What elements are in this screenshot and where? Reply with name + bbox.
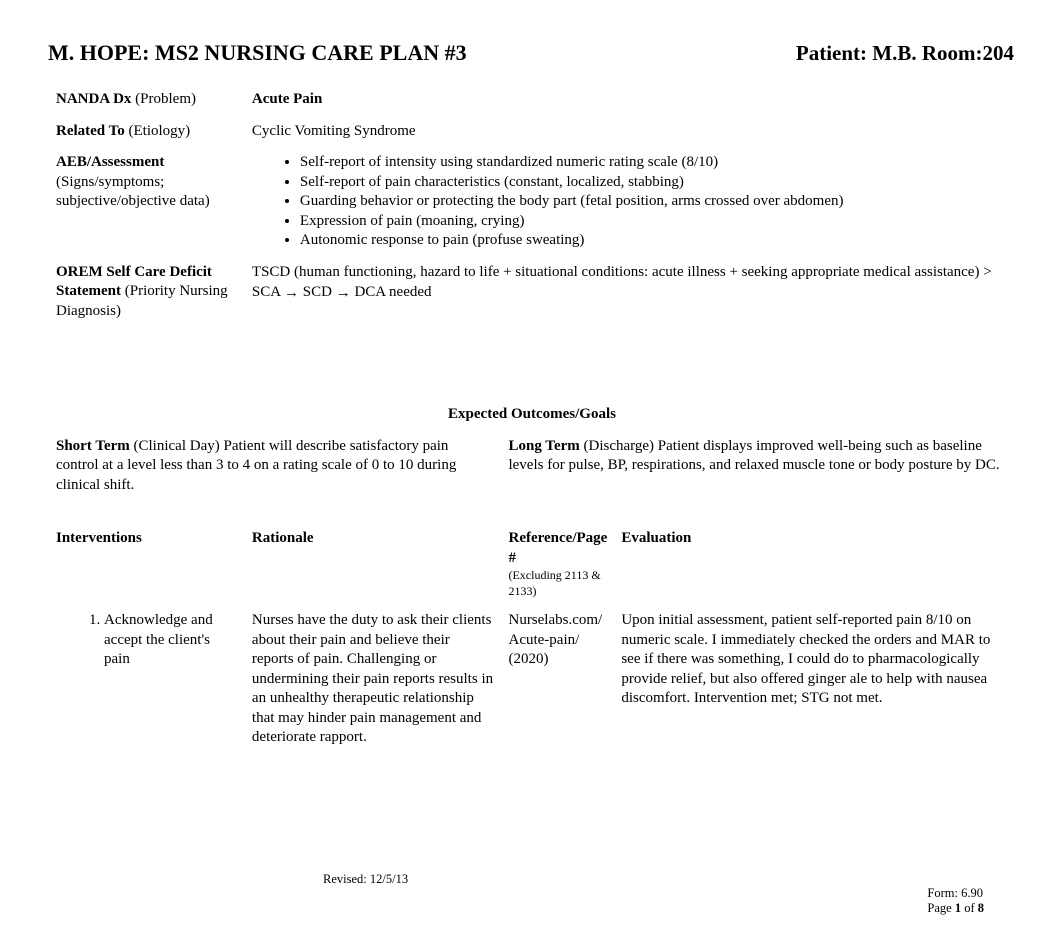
header: M. HOPE: MS2 NURSING CARE PLAN #3 Patien… [48,40,1014,66]
nanda-value: Acute Pain [252,91,322,107]
nanda-label: NANDA Dx [56,91,131,107]
orem-text-post: DCA needed [351,284,432,300]
aeb-item: Autonomic response to pain (profuse swea… [300,231,1008,251]
rationale-text: Nurses have the duty to ask their client… [252,612,493,745]
row-orem: OREM Self Care Deficit Statement (Priori… [48,257,1014,328]
page-total: 8 [978,901,984,915]
long-term-label: Long Term [508,438,579,454]
outcomes-header-row: Expected Outcomes/Goals [48,399,1014,431]
h-reference-sub: (Excluding 2113 & 2133) [508,568,607,599]
reference-text: Nurselabs.com/ [508,612,602,628]
footer-page: Page 1 of 8 [927,901,984,916]
outcomes-header: Expected Outcomes/Goals [48,399,1014,431]
intervention-list: Acknowledge and accept the client's pain [56,611,238,670]
aeb-item: Expression of pain (moaning, crying) [300,212,1008,232]
row-ire-1: Acknowledge and accept the client's pain… [48,605,1014,754]
short-term-sub: (Clinical Day) [130,438,224,454]
spacer [48,754,1014,826]
arrow-icon: → [336,283,351,303]
aeb-item: Guarding behavior or protecting the body… [300,192,1008,212]
aeb-item: Self-report of pain characteristics (con… [300,173,1008,193]
intervention-item: Acknowledge and accept the client's pain [104,611,238,670]
evaluation-text: Upon initial assessment, patient self-re… [621,612,990,706]
aeb-label: AEB/Assessment [56,154,164,170]
reference-text: (2020) [508,651,548,667]
row-aeb: AEB/Assessment (Signs/symptoms; subjecti… [48,147,1014,257]
arrow-icon: → [284,283,299,303]
related-value: Cyclic Vomiting Syndrome [252,123,416,139]
header-patient: Patient: M.B. Room:204 [796,41,1014,66]
short-term-label: Short Term [56,438,130,454]
aeb-item: Self-report of intensity using standardi… [300,153,1008,173]
page-mid: of [961,901,978,915]
h-evaluation: Evaluation [621,530,691,546]
row-ire-header: Interventions Rationale Reference/Page #… [48,523,1014,605]
nanda-sub: (Problem) [131,91,196,107]
long-term-sub: (Discharge) [580,438,658,454]
spacer [48,327,1014,399]
spacer [48,501,1014,523]
aeb-list: Self-report of intensity using standardi… [252,153,1008,251]
row-related: Related To (Etiology) Cyclic Vomiting Sy… [48,116,1014,148]
reference-text: Acute-pain/ [508,632,579,648]
care-plan-page: M. HOPE: MS2 NURSING CARE PLAN #3 Patien… [0,0,1062,946]
footer-revised: Revised: 12/5/13 [323,872,408,887]
aeb-sub: (Signs/symptoms; subjective/objective da… [56,174,210,210]
orem-text-mid: SCD [299,284,336,300]
footer: Revised: 12/5/13 Form: 6.90 Page 1 of 8 [48,866,1014,926]
footer-form-block: Form: 6.90 Page 1 of 8 [927,886,984,916]
page-pre: Page [927,901,954,915]
related-sub: (Etiology) [125,123,190,139]
plan-table: NANDA Dx (Problem) Acute Pain Related To… [48,84,1014,826]
h-interventions: Interventions [56,530,142,546]
row-outcomes: Short Term (Clinical Day) Patient will d… [48,431,1014,502]
related-label: Related To [56,123,125,139]
h-reference: Reference/Page # [508,530,607,566]
row-nanda: NANDA Dx (Problem) Acute Pain [48,84,1014,116]
h-rationale: Rationale [252,530,314,546]
header-title: M. HOPE: MS2 NURSING CARE PLAN #3 [48,40,467,66]
footer-form: Form: 6.90 [927,886,984,901]
